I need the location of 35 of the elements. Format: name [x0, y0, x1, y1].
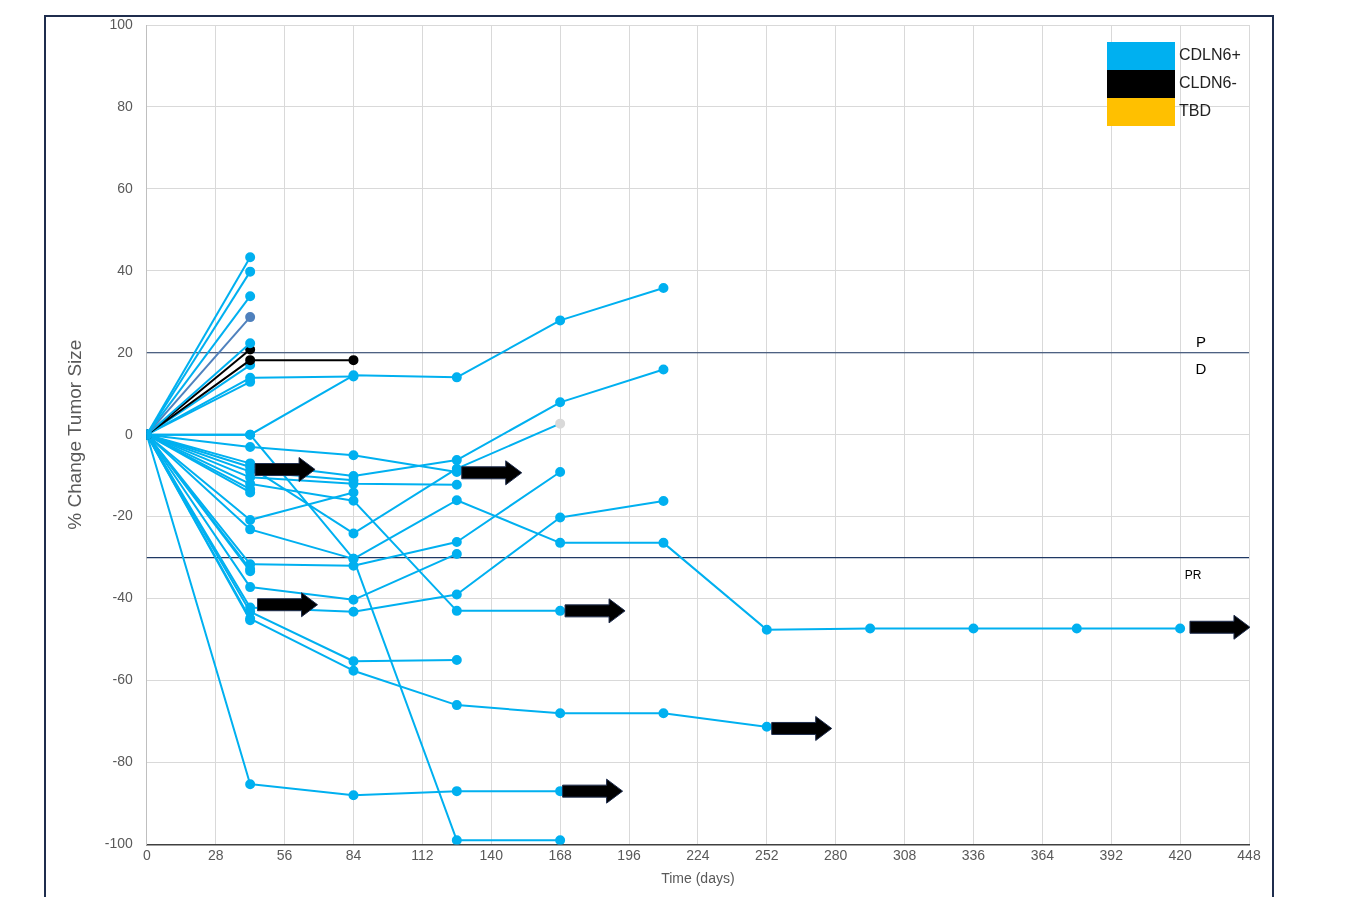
y-tick-label: -100	[104, 835, 134, 852]
x-tick-label: 168	[548, 846, 573, 863]
x-tick-label: 280	[824, 846, 848, 863]
y-tick-label: -40	[112, 589, 134, 606]
x-tick-label: 28	[207, 846, 224, 863]
x-tick-label: 112	[411, 846, 434, 863]
x-tick-label: 308	[892, 846, 917, 863]
x-tick-label: 392	[1099, 846, 1124, 863]
y-tick-label: -80	[112, 753, 134, 770]
x-tick-label: 84	[345, 846, 362, 863]
ref-line-label: PR	[1184, 567, 1202, 582]
x-axis-title: Time (days)	[661, 870, 735, 887]
x-tick-label: 224	[686, 846, 710, 863]
legend-label: CLDN6-	[1179, 74, 1237, 92]
x-tick-label: 420	[1168, 846, 1193, 863]
y-tick-label: 100	[109, 15, 134, 32]
y-axis-title: % Change Tumor Size	[63, 339, 85, 530]
y-tick-label: -60	[112, 671, 134, 688]
x-tick-label: 140	[479, 846, 504, 863]
y-tick-label: 60	[117, 179, 134, 196]
x-tick-label: 364	[1030, 846, 1055, 863]
y-tick-label: 20	[117, 343, 134, 360]
ref-line-label: PD	[1195, 332, 1207, 377]
y-tick-label: 40	[117, 261, 134, 278]
x-tick-label: 336	[961, 846, 986, 863]
x-tick-label: 56	[276, 846, 293, 863]
legend-label: CDLN6+	[1179, 46, 1241, 64]
x-tick-label: 0	[142, 846, 151, 863]
y-tick-label: -20	[112, 507, 134, 524]
x-tick-label: 196	[617, 846, 641, 863]
y-tick-label: 80	[117, 97, 134, 114]
legend-label: TBD	[1179, 102, 1211, 120]
x-tick-label: 252	[755, 846, 779, 863]
y-tick-label: 0	[125, 425, 134, 442]
x-tick-label: 448	[1237, 846, 1261, 863]
